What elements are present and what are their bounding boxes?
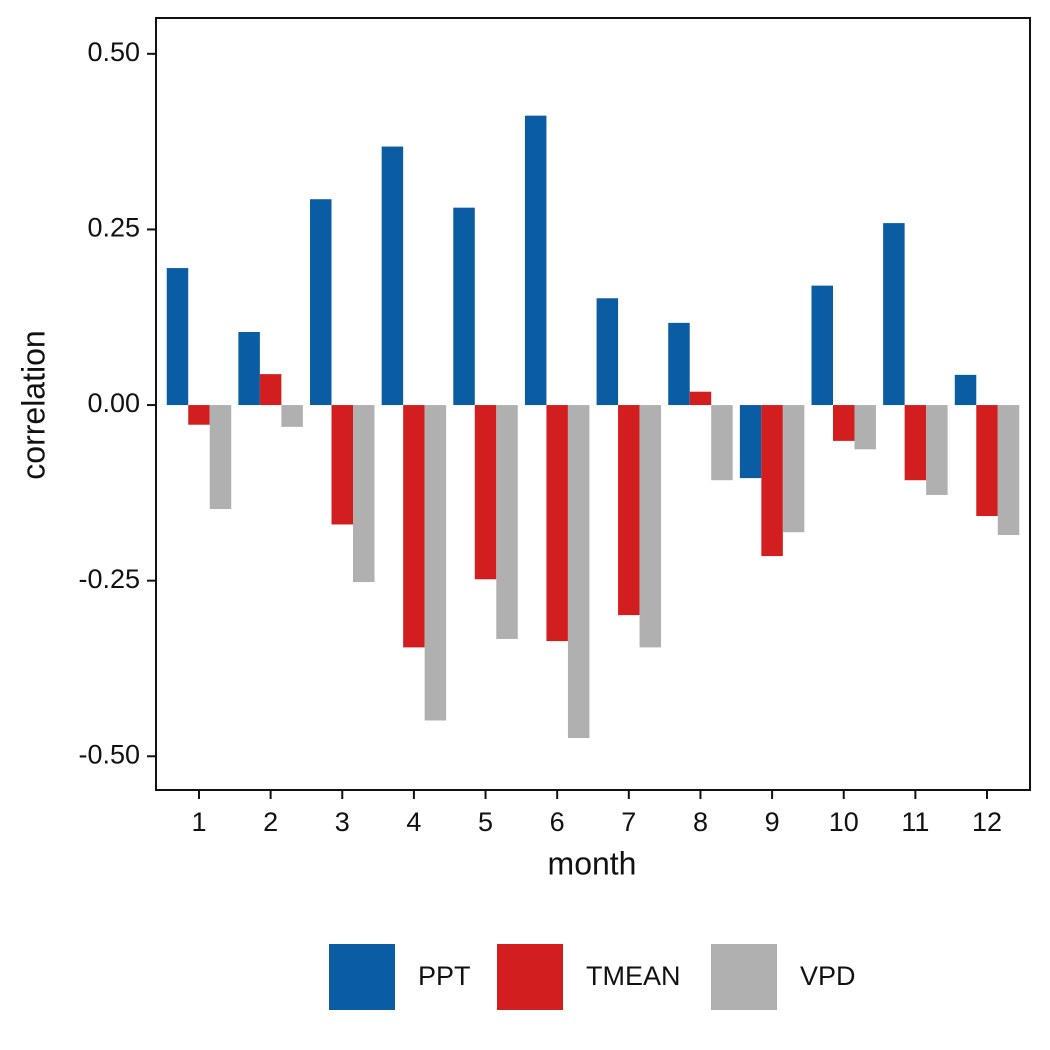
x-tick-label: 9	[765, 807, 780, 837]
y-tick-label: 0.00	[87, 388, 140, 418]
panel-border	[155, 17, 1031, 791]
bar	[926, 405, 948, 495]
bar	[832, 405, 855, 441]
bar	[310, 199, 332, 406]
bar	[259, 374, 282, 406]
bar	[381, 146, 404, 406]
bar	[424, 405, 447, 721]
bar	[954, 374, 977, 406]
bar	[739, 405, 762, 479]
bar	[524, 115, 547, 406]
bar	[689, 391, 712, 406]
bar	[976, 405, 998, 517]
bar	[453, 207, 475, 406]
bar	[997, 405, 1020, 536]
x-tick-label: 1	[191, 807, 206, 837]
x-tick-label: 8	[693, 807, 708, 837]
bar	[904, 405, 927, 481]
bar	[567, 405, 590, 739]
bar	[166, 268, 189, 406]
bar	[761, 405, 783, 557]
y-tick-label: -0.50	[78, 739, 140, 769]
legend-label: VPD	[800, 961, 856, 991]
bar	[668, 322, 690, 406]
x-tick-label: 5	[478, 807, 493, 837]
y-axis-label: correlation	[15, 330, 51, 479]
bar	[474, 405, 497, 580]
bar	[618, 405, 640, 616]
bar	[883, 223, 905, 406]
x-tick-label: 3	[335, 807, 350, 837]
x-tick-label: 10	[829, 807, 859, 837]
x-tick-label: 12	[972, 807, 1002, 837]
y-tick-label: -0.25	[78, 564, 140, 594]
bar	[596, 298, 619, 406]
bar	[496, 405, 518, 639]
bar	[403, 405, 425, 648]
x-tick-label: 6	[550, 807, 565, 837]
y-tick-label: 0.25	[87, 213, 140, 243]
x-tick-label: 4	[406, 807, 421, 837]
bar	[353, 405, 375, 583]
legend-key	[329, 944, 395, 1010]
legend-key	[711, 944, 777, 1010]
x-tick-label: 2	[263, 807, 278, 837]
bar	[546, 405, 568, 642]
bar	[188, 405, 210, 425]
bar	[782, 405, 805, 533]
legend-key	[497, 944, 563, 1010]
bar	[639, 405, 662, 648]
x-axis-label: month	[548, 845, 637, 881]
x-tick-label: 7	[621, 807, 636, 837]
bar	[331, 405, 354, 525]
y-tick-label: 0.50	[87, 37, 140, 67]
legend-label: PPT	[418, 961, 471, 991]
bar	[209, 405, 232, 510]
x-tick-label: 11	[901, 807, 929, 837]
legend-label: TMEAN	[586, 961, 681, 991]
bar	[281, 405, 303, 427]
bar	[711, 405, 733, 481]
bar	[238, 331, 260, 406]
bar	[811, 285, 833, 406]
bar	[854, 405, 876, 450]
